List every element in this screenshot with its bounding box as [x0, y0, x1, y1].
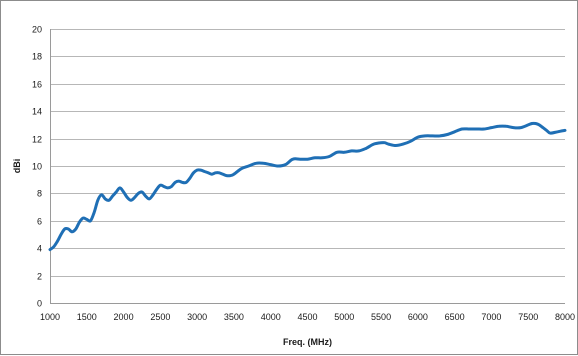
y-tick-label: 10 [32, 162, 42, 172]
y-tick-label: 4 [37, 244, 42, 254]
y-tick-label: 0 [37, 299, 42, 309]
x-axis-title: Freq. (MHz) [283, 337, 332, 347]
x-tick-label: 5500 [371, 312, 391, 322]
x-tick-label: 8000 [555, 312, 575, 322]
y-tick-label: 12 [32, 135, 42, 145]
x-tick-label: 3000 [187, 312, 207, 322]
x-tick-labels: 1000 1500 2000 2500 3000 3500 4000 4500 5000 5500… [40, 312, 575, 322]
y-tick-label: 14 [32, 107, 42, 117]
y-tick-label: 8 [37, 189, 42, 199]
series-line [48, 121, 567, 252]
y-axis-title: dBi [12, 159, 22, 174]
x-tick-label: 3500 [224, 312, 244, 322]
x-tick-label: 7000 [481, 312, 501, 322]
series-layer [48, 121, 567, 252]
y-tick-label: 20 [32, 25, 42, 35]
x-tick-label: 5000 [334, 312, 354, 322]
x-tick-label: 6500 [445, 312, 465, 322]
x-tick-label: 2500 [150, 312, 170, 322]
y-tick-label: 6 [37, 217, 42, 227]
y-tick-label: 2 [37, 272, 42, 282]
axes [50, 29, 565, 304]
y-tick-labels: 0 2 4 6 8 10 12 14 16 18 20 [32, 25, 42, 309]
x-tick-label: 4500 [297, 312, 317, 322]
x-tick-label: 7500 [518, 312, 538, 322]
gridlines [50, 29, 565, 277]
x-tick-label: 4000 [261, 312, 281, 322]
x-tick-label: 1000 [40, 312, 60, 322]
x-tick-label: 1500 [77, 312, 97, 322]
y-tick-label: 16 [32, 80, 42, 90]
x-tick-label: 2000 [114, 312, 134, 322]
x-tick-label: 6000 [408, 312, 428, 322]
y-tick-label: 18 [32, 52, 42, 62]
